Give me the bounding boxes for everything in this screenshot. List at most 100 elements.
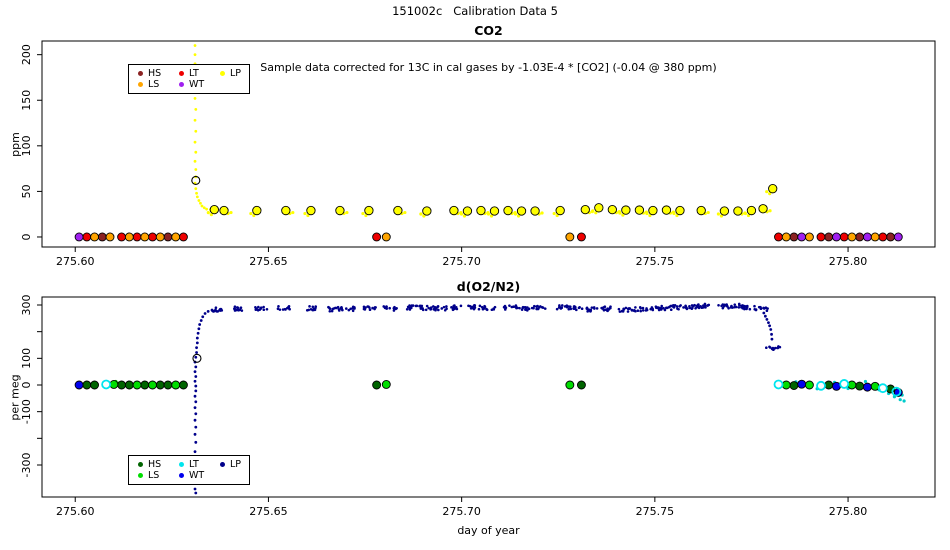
- series-LT: [82, 232, 888, 242]
- data-point-LP-injection-trace: [193, 159, 197, 163]
- lp-trail-dot: [719, 214, 724, 218]
- lp-cluster-dot: [660, 304, 664, 308]
- lp-cluster-dot: [420, 304, 424, 308]
- lp-cluster-dot: [259, 306, 263, 309]
- y-tick-label: 0: [20, 382, 33, 389]
- data-point-LP: [219, 205, 229, 216]
- lp-cluster-dot: [514, 304, 518, 307]
- lp-cluster-dot: [592, 306, 596, 309]
- lp-cluster-dot: [332, 307, 336, 310]
- data-point-LP-injection-trace: [200, 204, 204, 208]
- data-point-LP-spike-trace: [195, 336, 199, 340]
- data-point-LP-spike-trace: [201, 315, 205, 319]
- lp-cluster-dot: [543, 307, 547, 310]
- lp-cluster-dot: [480, 305, 484, 309]
- data-point-LP-injection-trace: [199, 201, 202, 205]
- legend-item-LS: LS: [138, 470, 159, 481]
- data-point-WT: [797, 232, 807, 242]
- lp-trail-dot: [555, 213, 559, 218]
- legend-marker-icon: [138, 70, 143, 76]
- lp-cluster-dot: [276, 307, 280, 311]
- data-point-LP-spike-trace: [195, 341, 199, 345]
- data-point-flask-trace-cyan-blue: [863, 379, 868, 384]
- lp-cluster-dot: [512, 305, 515, 308]
- data-point-LP-injection-trace: [205, 207, 209, 211]
- data-point-LS: [781, 232, 791, 242]
- lp-cluster-dot: [368, 308, 372, 312]
- data-point-LP: [719, 206, 730, 216]
- lp-cluster-dot: [622, 307, 625, 311]
- lp-cluster-dot: [682, 306, 685, 309]
- lp-cluster-dot: [455, 307, 459, 311]
- lp-trail-dot: [303, 211, 307, 216]
- data-point-LP-spike-trace: [194, 491, 198, 495]
- data-point-LS: [105, 232, 115, 242]
- data-point-LP-spike-trace: [195, 346, 198, 350]
- lp-cluster-dot: [337, 309, 341, 312]
- lp-cluster-dot: [429, 308, 432, 311]
- data-point-LP-spike-trace: [193, 379, 197, 383]
- y-tick-label: 50: [20, 184, 33, 198]
- series-HS: [82, 380, 896, 394]
- data-point-LS: [171, 232, 181, 242]
- data-point-WT: [74, 380, 84, 390]
- data-point-LT: [774, 232, 783, 242]
- lp-cluster-dot: [347, 308, 351, 312]
- lp-cluster-dot: [442, 305, 446, 309]
- lp-cluster-dot: [278, 308, 282, 311]
- data-point-HS: [855, 381, 865, 391]
- data-point-LS: [381, 380, 391, 389]
- data-point-HS: [178, 380, 188, 390]
- data-point-LS: [124, 232, 134, 242]
- data-point-LS: [565, 232, 575, 242]
- data-point-LP: [768, 184, 778, 194]
- legend-item-HS: HS: [138, 68, 161, 79]
- lp-cluster-dot: [436, 305, 440, 308]
- lp-cluster-dot: [618, 310, 622, 313]
- lp-cluster-dot: [469, 307, 473, 310]
- lp-cluster-dot: [437, 308, 440, 312]
- data-point-HS: [124, 380, 134, 390]
- series-LP-spike-trace: [193, 308, 214, 495]
- lp-cluster-dot: [558, 304, 561, 307]
- lp-trail-dot: [361, 211, 365, 216]
- data-point-LT: [839, 379, 850, 389]
- data-point-LS: [804, 232, 814, 242]
- lp-cluster-dot: [425, 304, 429, 308]
- data-point-LP-spike-trace: [194, 400, 198, 404]
- lp-cluster-dot: [565, 304, 569, 308]
- data-point-LP: [675, 205, 685, 216]
- data-point-LT: [82, 232, 92, 242]
- data-point-LT: [576, 232, 586, 242]
- y-tick-label: -100: [20, 399, 33, 424]
- lp-cluster-dot: [602, 306, 605, 309]
- lp-cluster-dot: [772, 347, 776, 351]
- data-point-LP-descent-trace: [767, 321, 770, 324]
- lp-cluster-dot: [344, 307, 348, 310]
- data-point-LP: [503, 205, 513, 216]
- lp-cluster-dot: [535, 305, 538, 308]
- data-point-flask-open-marker: [191, 175, 201, 186]
- lp-cluster-dot: [311, 305, 315, 309]
- data-point-HS: [789, 381, 799, 390]
- data-point-LP: [607, 204, 617, 215]
- x-tick-label: 275.70: [442, 255, 481, 268]
- lp-cluster-dot: [602, 308, 606, 312]
- lp-cluster-dot: [569, 307, 573, 311]
- data-point-LP-spike-trace: [194, 375, 198, 378]
- data-point-LS: [870, 381, 880, 391]
- co2-panel-title: CO2: [474, 23, 503, 38]
- legend-item-LT: LT: [179, 459, 199, 470]
- legend-marker-icon: [220, 70, 225, 76]
- data-point-WT: [832, 232, 841, 242]
- lp-cluster-dot: [621, 310, 625, 313]
- lp-cluster-dot: [726, 305, 729, 308]
- lp-cluster-dot: [575, 308, 578, 312]
- legend-label: LS: [148, 78, 160, 90]
- lp-cluster-dot: [257, 305, 260, 309]
- data-point-LP: [306, 205, 316, 216]
- lp-trail-dot: [716, 212, 721, 216]
- lp-cluster-dot: [560, 304, 564, 307]
